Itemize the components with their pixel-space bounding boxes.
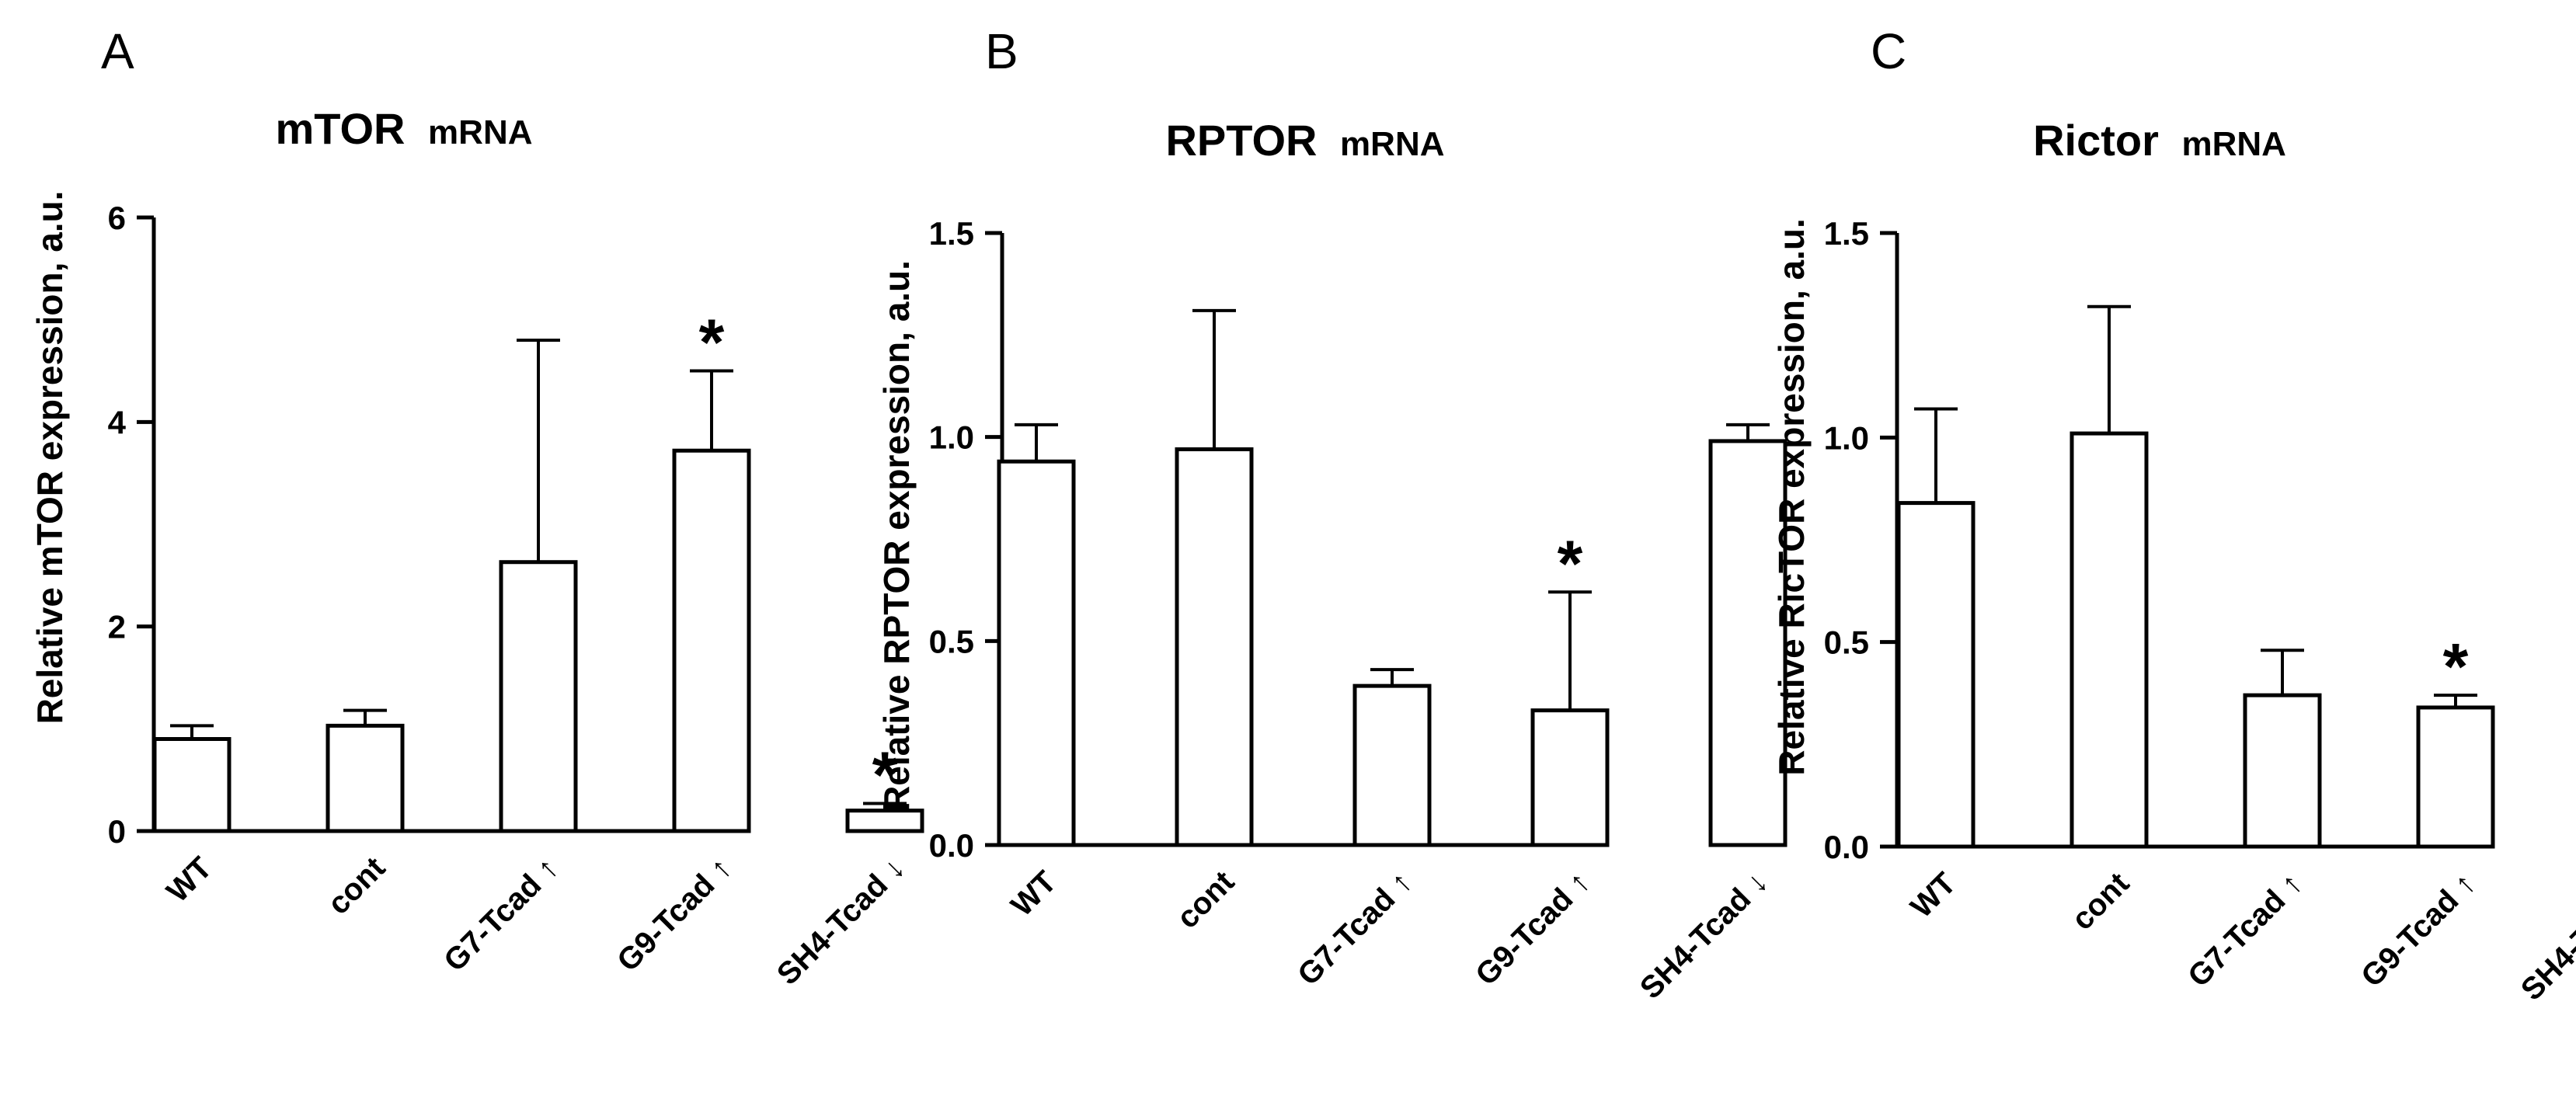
panel-a-bar [845, 809, 924, 833]
panel-c-y-tick-label: 1.0 [1824, 419, 1869, 456]
panel-b-bar [1530, 708, 1610, 847]
panel-a-category-label: G7-Tcad ↑ [437, 850, 565, 978]
panel-b-significance-marker: * [1558, 527, 1583, 600]
panel-b-title-main: RPTOR [1165, 116, 1317, 165]
panel-c-category-label: cont [2066, 866, 2136, 937]
panel-a: A mTOR mRNA Relative mTOR expression, a.… [30, 23, 924, 992]
panel-a-category-label: SH4-Tcad ↓ [771, 850, 911, 991]
panel-a-title-main: mTOR [275, 104, 405, 153]
panel-c-bar [2070, 431, 2149, 849]
panel-b-bar [1708, 439, 1788, 847]
panel-a-bar [672, 448, 751, 833]
panel-b-y-axis-label: Relative RPTOR expression, a.u. [876, 260, 917, 812]
panel-c-y-tick-label: 1.5 [1824, 215, 1869, 252]
panel-c-y-tick-label: 0.5 [1824, 624, 1869, 661]
panel-a-letter: A [101, 23, 134, 79]
panel-c-category-label: SH4-Tcad ↓ [2515, 866, 2576, 1007]
panel-a-significance-marker: * [699, 306, 725, 379]
panel-a-title-suffix: mRNA [428, 113, 532, 151]
panel-b-bar [997, 459, 1076, 847]
panel-b-category-label: G9-Tcad ↑ [1469, 864, 1596, 992]
panel-b-y-tick-label: 0.5 [929, 623, 974, 659]
panel-b-bar [1352, 683, 1432, 847]
panel-c-y-axis-label: Relative RicTOR expression, a.u. [1771, 218, 1812, 776]
panel-c-title-main: Rictor [2033, 116, 2159, 165]
panel-c-bar [2243, 693, 2322, 849]
panel-a-bar [152, 737, 231, 833]
panel-a-category-label: WT [160, 850, 218, 909]
panel-b: B RPTOR mRNA Relative RPTOR expression, … [876, 23, 1788, 1006]
panel-b-category-label: G7-Tcad ↑ [1291, 864, 1419, 992]
panel-a-category-label: cont [322, 850, 392, 921]
panel-c-category-label: G7-Tcad ↑ [2181, 866, 2309, 993]
panel-c-letter: C [1871, 23, 1906, 79]
panel-a-y-tick-label: 0 [108, 813, 126, 850]
panel-a-bar [325, 723, 405, 833]
panel-b-category-label: SH4-Tcad ↓ [1634, 864, 1774, 1005]
panel-b-bar [1175, 447, 1254, 847]
panel-b-y-tick-label: 0.0 [929, 827, 974, 864]
panel-b-category-label: WT [1004, 864, 1063, 923]
panel-a-category-label: G9-Tcad ↑ [611, 850, 738, 978]
panel-b-letter: B [985, 23, 1018, 79]
panel-c-marks: 0.0 0.5 1.0 1.5 WT cont G7-Tcad ↑ * G9-Tcad ↑ SH4… [1824, 215, 2576, 1007]
panel-b-marks: 0.0 0.5 1.0 1.5 WT cont G7-Tcad ↑ * G9-Tcad ↑ SH4… [929, 215, 1788, 1006]
panel-c-title: Rictor mRNA [2033, 116, 2286, 165]
panel-c-bar [2416, 705, 2495, 849]
panel-c-category-label: WT [1904, 866, 1962, 924]
panel-b-title: RPTOR mRNA [1165, 116, 1444, 165]
panel-a-y-tick-label: 4 [108, 404, 127, 440]
panel-a-y-axis-label: Relative mTOR expression, a.u. [30, 191, 70, 725]
panel-c-category-label: G9-Tcad ↑ [2355, 866, 2482, 993]
panel-a-title: mTOR mRNA [275, 104, 532, 153]
panel-b-y-tick-label: 1.5 [929, 215, 974, 252]
panel-c: C Rictor mRNA Relative RicTOR expression… [1771, 23, 2576, 1007]
panel-a-bar [499, 560, 578, 833]
panel-c-significance-marker: * [2443, 630, 2469, 703]
panel-c-title-suffix: mRNA [2181, 125, 2285, 163]
panel-c-bar [1896, 501, 1976, 849]
panel-b-title-suffix: mRNA [1340, 125, 1444, 163]
panel-c-y-tick-label: 0.0 [1824, 829, 1869, 865]
panel-a-marks: 0 2 4 6 WT cont G7-Tcad ↑ * G9-Tcad ↑ * SH4-Tcad ↓ [108, 200, 924, 992]
panel-b-y-tick-label: 1.0 [929, 419, 974, 456]
panel-a-significance-marker: * [872, 738, 898, 811]
panel-b-category-label: cont [1171, 864, 1241, 935]
panel-a-y-tick-label: 2 [108, 609, 126, 645]
panel-a-y-tick-label: 6 [108, 200, 126, 236]
